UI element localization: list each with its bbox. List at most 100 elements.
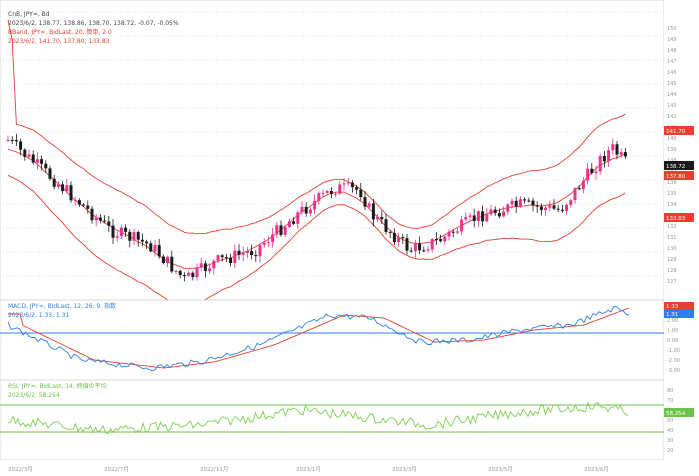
candle-body <box>287 221 291 227</box>
candle-body <box>493 209 497 214</box>
rsi-tick-label: 40 <box>667 428 673 434</box>
candle-body <box>27 154 31 157</box>
candle-body <box>552 205 556 209</box>
candle-body <box>527 200 531 202</box>
middle-band <box>7 148 626 270</box>
price-tick-label: 144 <box>667 92 677 98</box>
price-axis[interactable]: 1501491481471461451441431421411401391381… <box>664 0 699 460</box>
candle-body <box>392 232 396 243</box>
rsi-tick-label: 70 <box>667 398 673 404</box>
candle-body <box>94 217 98 221</box>
candle-body <box>300 206 304 213</box>
candle-body <box>317 193 321 201</box>
candle-body <box>128 231 132 241</box>
candle-body <box>262 243 266 245</box>
time-axis-label: 2023/1月 <box>296 466 321 473</box>
candle-body <box>594 171 598 174</box>
candle-body <box>506 204 510 212</box>
candle-body <box>170 256 174 272</box>
candle-body <box>460 219 464 232</box>
price-tick-label: 127 <box>667 279 677 285</box>
main-price-panel[interactable]: CnB, JPY=, Bd 2023/6/2, 138.77, 138.86, … <box>0 0 665 460</box>
rsi-panel-frame <box>0 379 665 461</box>
candle-body <box>376 217 380 220</box>
candle-body <box>132 232 136 241</box>
candle-body <box>497 213 501 217</box>
candle-body <box>426 249 430 251</box>
time-axis-label: 2022/11月 <box>200 466 228 473</box>
candle-body <box>334 193 338 195</box>
candle-body <box>556 208 560 210</box>
candle-body <box>6 139 10 141</box>
candle-body <box>182 275 186 277</box>
candle-body <box>90 208 94 221</box>
candle-body <box>258 244 262 257</box>
candle-body <box>342 183 346 185</box>
candle-body <box>325 190 329 193</box>
price-badge-label: 137.80 <box>666 174 686 180</box>
candle-body <box>439 239 443 242</box>
macd-signal-line <box>8 307 630 369</box>
candle-body <box>523 199 527 201</box>
price-tick-label: 134 <box>667 202 677 208</box>
candle-body <box>275 225 279 235</box>
candle-body <box>518 199 522 207</box>
candle-body <box>292 221 296 224</box>
time-axis[interactable]: 2022/3月 2022/7月 2022/11月 2023/1月 2023/3月 2023… <box>0 460 699 476</box>
candle-body <box>565 204 569 211</box>
price-tick-label: 135 <box>667 191 677 197</box>
candle-body <box>250 251 254 256</box>
time-axis-labels: 2022/3月 2022/7月 2022/11月 2023/1月 2023/3月 2023… <box>8 466 609 473</box>
candle-body <box>359 189 363 198</box>
candle-body <box>472 215 476 222</box>
macd-badge <box>664 310 694 318</box>
candle-body <box>166 256 170 264</box>
candle-body <box>329 190 333 194</box>
candle-body <box>371 203 375 220</box>
bollinger-bands <box>7 19 626 305</box>
candle-body <box>476 211 480 222</box>
price-tick-label: 143 <box>667 103 677 109</box>
candle-body <box>149 243 153 252</box>
candle-body <box>61 184 65 192</box>
macd-values: 2023/6/2, 1.33, 1.31 <box>8 312 69 319</box>
candle-body <box>598 156 602 172</box>
candle-body <box>455 231 459 233</box>
macd-panel[interactable]: MACD, JPY=, BidLast, 12, 26, 9, 指数 2023/… <box>0 299 665 381</box>
candle-body <box>19 141 23 150</box>
candle-body <box>384 219 388 232</box>
candle-body <box>73 200 77 202</box>
candle-body <box>187 272 191 276</box>
candle-body <box>489 209 493 215</box>
rsi-tick-label: 80 <box>667 388 673 394</box>
candle-body <box>178 270 182 276</box>
price-badge <box>664 161 694 170</box>
candle-body <box>602 156 606 162</box>
time-axis-label: 2022/3月 <box>8 466 33 473</box>
candle-body <box>107 221 111 226</box>
candle-body <box>615 144 619 155</box>
candle-body <box>103 220 107 222</box>
ohlc-label: 2023/6/2, 138.77, 138.86, 138.70, 138.72… <box>8 20 179 27</box>
rsi-badge-label: 58.254 <box>666 411 686 417</box>
macd-panel-frame <box>0 299 665 381</box>
price-tick-label: 140 <box>667 136 677 142</box>
candle-body <box>447 231 451 237</box>
candle-body <box>40 159 44 164</box>
rsi-panel[interactable]: RSI, JPY=, BidLast, 14, 終値の平均 2023/6/2, … <box>0 379 665 461</box>
candle-body <box>86 205 90 209</box>
price-badge <box>664 171 694 180</box>
macd-tick-label: -1.00 <box>667 348 680 354</box>
candle-body <box>397 237 401 243</box>
candle-body <box>422 250 426 252</box>
candle-body <box>502 211 506 217</box>
candle-body <box>577 188 581 190</box>
price-badge-label: 138.72 <box>666 164 685 170</box>
candle-body <box>254 255 258 257</box>
candle-body <box>208 268 212 272</box>
candle-body <box>48 168 52 179</box>
price-tick-label: 136 <box>667 180 677 186</box>
price-tick-label: 148 <box>667 48 677 54</box>
candle-body <box>560 209 564 211</box>
